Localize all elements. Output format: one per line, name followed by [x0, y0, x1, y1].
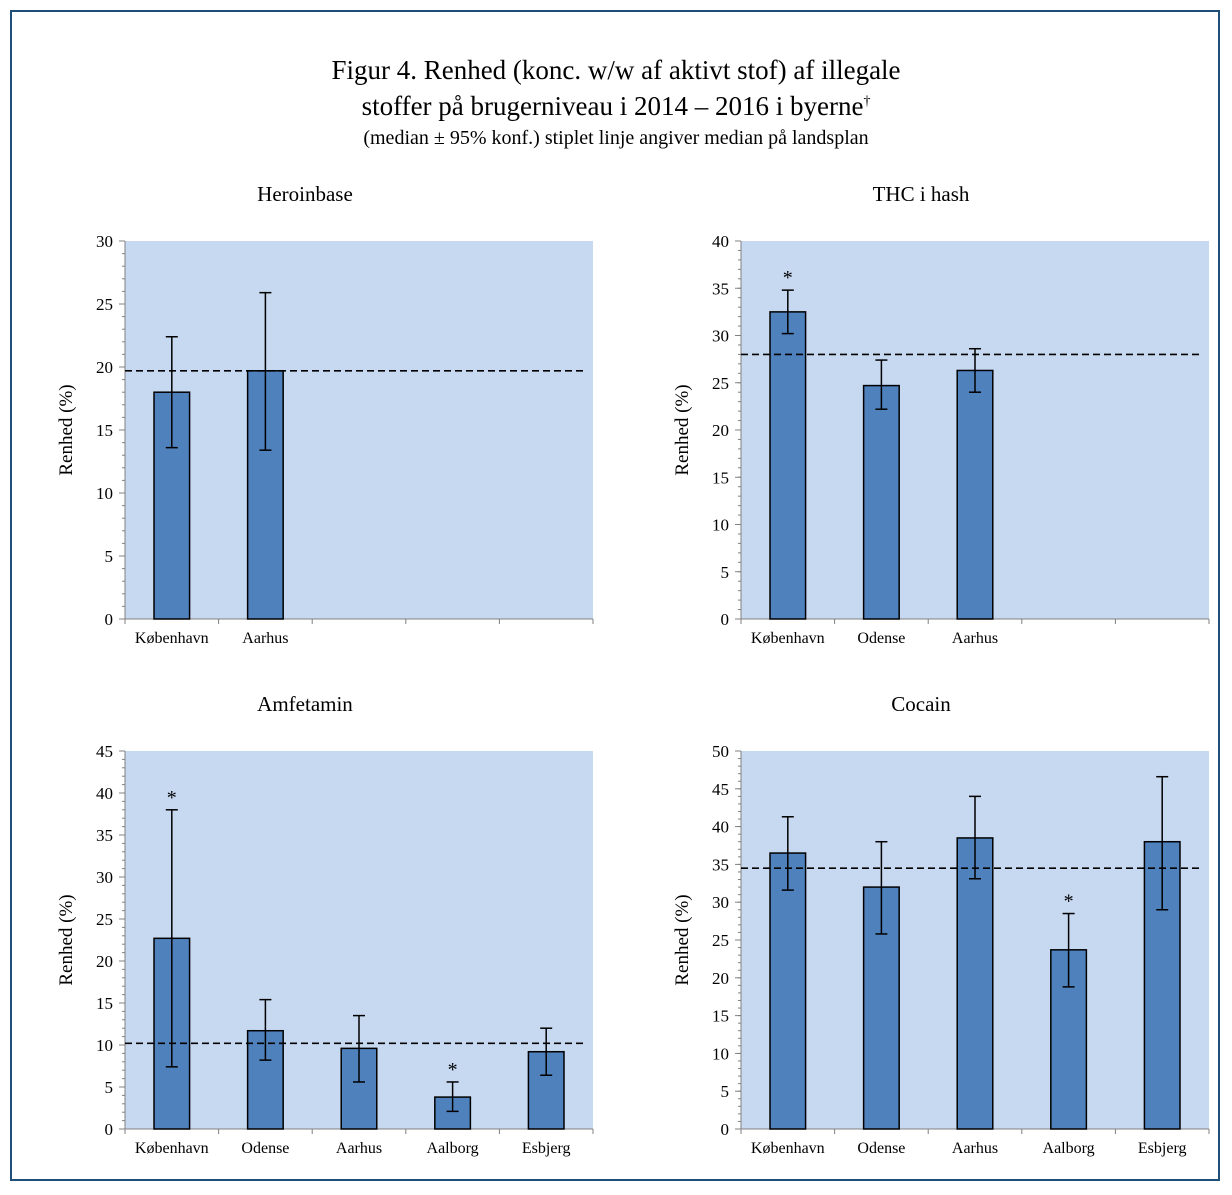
y-tick-label: 5: [105, 1078, 114, 1097]
plot-area: [125, 241, 593, 619]
y-tick-label: 5: [721, 563, 730, 582]
y-axis-label: Renhed (%): [56, 894, 77, 985]
bar-group-odense: [862, 359, 900, 620]
significance-marker: *: [783, 267, 793, 289]
y-tick-label: 10: [96, 1036, 113, 1055]
bar-group-aalborg: *: [1050, 891, 1088, 1130]
y-tick-label: 40: [96, 784, 113, 803]
y-axis-label: Renhed (%): [672, 894, 693, 985]
chart-title: THC i hash: [873, 182, 970, 206]
title-line-2: stoffer på brugerniveau i 2014 – 2016 i …: [0, 86, 1232, 122]
chart-amfetamin: Amfetamin Renhed (%) 0 5 10 15 20 25 30 35 40 45 * Kø…: [56, 692, 594, 1157]
x-tick-label: Aalborg: [1043, 1140, 1095, 1157]
x-tick-label: Aarhus: [336, 1140, 382, 1157]
y-tick-label: 30: [712, 327, 729, 346]
chart-heroinbase: Heroinbase Renhed (%) 0 5 10 15 20 25 30 Københav…: [56, 182, 594, 647]
y-tick-label: 0: [105, 610, 114, 629]
bar-aalborg: [1050, 949, 1088, 1130]
bar-group-aarhus: [956, 347, 994, 620]
y-tick-label: 50: [712, 742, 729, 761]
chart-title: Amfetamin: [257, 692, 353, 716]
chart-title: Heroinbase: [257, 182, 353, 206]
chart-title: Cocain: [891, 692, 951, 716]
bar-group-kobenhavn: *: [153, 787, 191, 1130]
significance-marker: *: [167, 787, 177, 809]
y-tick-label: 20: [712, 421, 729, 440]
figure-title: Figur 4. Renhed (konc. w/w af aktivt sto…: [0, 54, 1232, 152]
bar-group-aalborg: *: [434, 1059, 472, 1130]
y-tick-label: 10: [96, 484, 113, 503]
y-tick-label: 15: [96, 421, 113, 440]
y-tick-label: 45: [712, 780, 729, 799]
y-tick-label: 25: [96, 295, 113, 314]
y-tick-label: 20: [96, 358, 113, 377]
y-tick-label: 5: [105, 547, 114, 566]
title-line-1: Figur 4. Renhed (konc. w/w af aktivt sto…: [331, 55, 901, 85]
bar-aarhus: [956, 837, 994, 1130]
y-tick-label: 0: [105, 1120, 114, 1139]
y-tick-label: 35: [712, 855, 729, 874]
y-tick-label: 15: [712, 468, 729, 487]
y-tick-label: 40: [712, 818, 729, 837]
figure-frame: [10, 10, 1220, 1181]
y-tick-label: 20: [712, 969, 729, 988]
bar-group-odense: [862, 840, 900, 1130]
bar-kobenhavn: [769, 311, 807, 620]
x-tick-label: Aarhus: [242, 630, 288, 647]
x-tick-label: Esbjerg: [522, 1140, 571, 1157]
y-tick-label: 0: [721, 610, 730, 629]
bar-group-odense: [246, 998, 284, 1130]
x-tick-label: Odense: [857, 630, 905, 647]
bar-group-aarhus: [340, 1014, 378, 1130]
y-tick-label: 30: [96, 232, 113, 251]
y-tick-label: 30: [712, 893, 729, 912]
y-tick-label: 35: [96, 826, 113, 845]
x-tick-label: København: [135, 630, 209, 647]
title-dagger: †: [863, 94, 871, 109]
x-tick-label: Esbjerg: [1138, 1140, 1187, 1157]
x-tick-label: Aarhus: [952, 1140, 998, 1157]
bar-kobenhavn: [769, 852, 807, 1130]
bar-odense: [862, 384, 900, 620]
bar-group-kobenhavn: *: [769, 267, 807, 620]
bar-group-kobenhavn: [769, 816, 807, 1130]
bar-group-aarhus: [246, 291, 284, 620]
y-tick-label: 30: [96, 868, 113, 887]
x-tick-label: København: [135, 1140, 209, 1157]
figure-subtitle: (median ± 95% konf.) stiplet linje angiv…: [363, 127, 869, 149]
bar-group-kobenhavn: [153, 336, 191, 620]
y-tick-label: 10: [712, 516, 729, 535]
y-tick-label: 25: [712, 374, 729, 393]
significance-marker: *: [448, 1059, 458, 1081]
y-tick-label: 35: [712, 279, 729, 298]
y-tick-label: 40: [712, 232, 729, 251]
y-tick-label: 25: [712, 931, 729, 950]
chart-thc-i-hash: THC i hash Renhed (%) 0 5 10 15 20 25 30 35 40 * Køb…: [672, 182, 1210, 647]
x-tick-label: København: [751, 1140, 825, 1157]
bar-aarhus: [956, 369, 994, 620]
significance-marker: *: [1064, 891, 1074, 913]
bar-group-aarhus: [956, 795, 994, 1130]
y-tick-label: 15: [96, 994, 113, 1013]
y-tick-label: 45: [96, 742, 113, 761]
bar-group-esbjerg: [527, 1027, 565, 1130]
x-tick-label: Aarhus: [952, 630, 998, 647]
y-axis-label: Renhed (%): [56, 384, 77, 475]
y-tick-label: 10: [712, 1044, 729, 1063]
y-tick-label: 15: [712, 1007, 729, 1026]
y-tick-label: 5: [721, 1082, 730, 1101]
x-tick-label: Aalborg: [427, 1140, 479, 1157]
x-tick-label: Odense: [857, 1140, 905, 1157]
x-tick-label: Odense: [241, 1140, 289, 1157]
title-line-2-text: stoffer på brugerniveau i 2014 – 2016 i …: [361, 91, 864, 121]
y-tick-label: 20: [96, 952, 113, 971]
chart-cocain: Cocain Renhed (%) 0 5 10 15 20 25 30 35 40 45 50 Købe…: [672, 692, 1210, 1157]
bar-group-esbjerg: [1143, 775, 1181, 1130]
y-axis-label: Renhed (%): [672, 384, 693, 475]
y-tick-label: 0: [721, 1120, 730, 1139]
y-tick-label: 25: [96, 910, 113, 929]
x-tick-label: København: [751, 630, 825, 647]
